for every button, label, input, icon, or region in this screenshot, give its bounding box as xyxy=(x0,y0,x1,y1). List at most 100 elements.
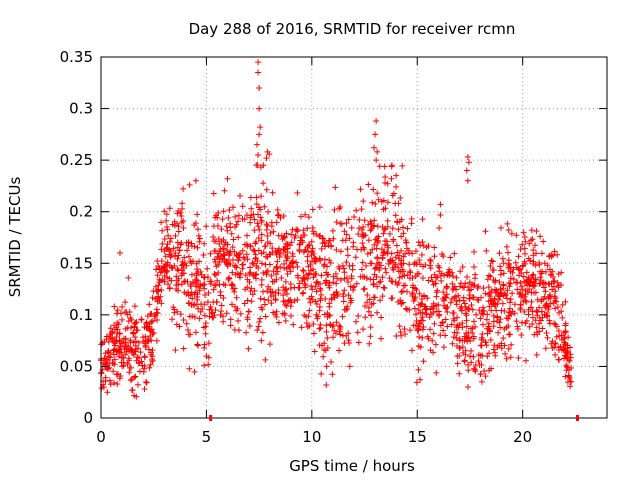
data-point xyxy=(175,287,182,294)
data-point xyxy=(259,329,266,336)
data-point xyxy=(419,314,426,321)
data-point xyxy=(441,272,448,279)
data-point xyxy=(333,319,340,326)
data-point xyxy=(283,240,290,247)
data-point xyxy=(459,344,466,351)
data-point xyxy=(533,307,540,314)
data-point xyxy=(564,348,571,355)
data-point xyxy=(330,273,337,280)
data-point xyxy=(148,318,155,325)
data-point xyxy=(374,240,381,247)
data-point xyxy=(536,280,543,287)
data-point xyxy=(378,335,385,342)
data-point xyxy=(415,325,422,332)
data-point xyxy=(367,227,374,234)
data-point xyxy=(213,263,220,270)
data-point xyxy=(111,361,118,368)
data-point xyxy=(311,348,318,355)
data-point xyxy=(356,216,363,223)
data-point xyxy=(475,283,482,290)
data-point xyxy=(441,302,448,309)
data-point xyxy=(367,276,374,283)
data-point xyxy=(402,305,409,312)
data-point xyxy=(178,281,185,288)
data-point xyxy=(381,248,388,255)
data-point xyxy=(362,314,369,321)
data-point xyxy=(445,269,452,276)
data-point xyxy=(171,218,178,225)
data-point xyxy=(389,257,396,264)
data-point xyxy=(345,292,352,299)
data-point xyxy=(507,296,514,303)
data-point xyxy=(244,232,251,239)
data-point xyxy=(276,245,283,252)
data-point xyxy=(191,314,198,321)
data-point xyxy=(229,269,236,276)
data-point xyxy=(433,293,440,300)
data-point xyxy=(280,246,287,253)
data-point xyxy=(287,268,294,275)
data-point xyxy=(329,371,336,378)
data-point xyxy=(476,307,483,314)
data-point xyxy=(503,324,510,331)
data-point xyxy=(210,190,217,197)
data-point xyxy=(426,314,433,321)
data-point xyxy=(508,230,515,237)
data-point xyxy=(382,265,389,272)
data-point xyxy=(505,315,512,322)
data-point xyxy=(224,175,231,182)
data-point xyxy=(518,269,525,276)
data-point xyxy=(447,254,454,261)
data-point xyxy=(297,240,304,247)
data-point xyxy=(247,219,254,226)
data-point xyxy=(327,321,334,328)
data-point xyxy=(318,370,325,377)
data-point xyxy=(129,387,136,394)
data-point xyxy=(497,286,504,293)
data-point xyxy=(147,311,154,318)
data-point xyxy=(374,148,381,155)
data-point xyxy=(253,201,260,208)
data-point xyxy=(555,356,562,363)
data-point xyxy=(472,271,479,278)
data-point xyxy=(562,322,569,329)
data-point xyxy=(111,351,118,358)
data-point xyxy=(409,282,416,289)
data-point xyxy=(456,336,463,343)
data-point xyxy=(454,322,461,329)
data-point xyxy=(171,306,178,313)
data-point xyxy=(239,265,246,272)
data-point xyxy=(273,313,280,320)
data-point xyxy=(212,248,219,255)
data-point xyxy=(461,357,468,364)
data-point xyxy=(175,252,182,259)
data-point xyxy=(483,316,490,323)
data-point xyxy=(368,312,375,319)
data-point xyxy=(188,271,195,278)
data-point xyxy=(270,228,277,235)
data-point xyxy=(345,337,352,344)
data-point xyxy=(138,316,145,323)
data-point xyxy=(337,204,344,211)
data-point xyxy=(523,277,530,284)
data-point xyxy=(284,241,291,248)
data-point xyxy=(372,200,379,207)
data-point xyxy=(184,278,191,285)
data-point xyxy=(528,227,535,234)
data-point xyxy=(308,238,315,245)
data-point xyxy=(528,304,535,311)
data-point xyxy=(327,259,334,266)
data-point xyxy=(237,310,244,317)
data-point xyxy=(302,247,309,254)
data-point xyxy=(421,303,428,310)
data-point xyxy=(235,218,242,225)
data-point xyxy=(537,274,544,281)
data-point xyxy=(212,214,219,221)
data-point xyxy=(449,310,456,317)
data-point xyxy=(323,328,330,335)
data-point xyxy=(397,268,404,275)
data-point xyxy=(202,330,209,337)
data-point xyxy=(497,316,504,323)
data-point xyxy=(177,311,184,318)
data-point xyxy=(245,345,252,352)
